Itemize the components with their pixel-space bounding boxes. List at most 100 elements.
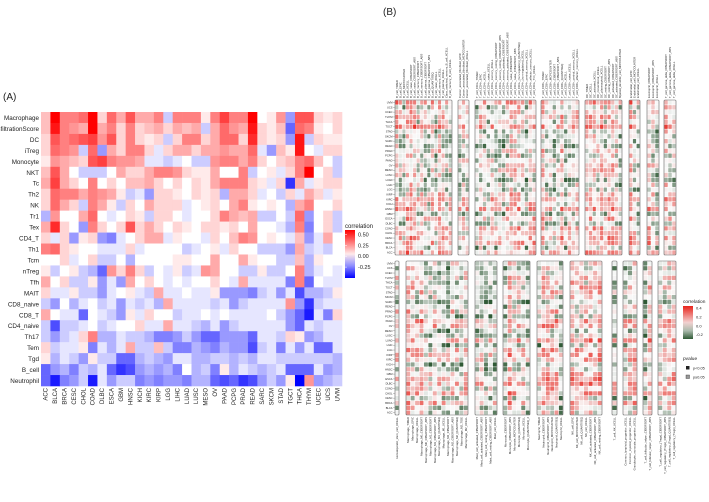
- heatmap-cell: [432, 371, 437, 377]
- heatmap-cell: [413, 245, 417, 250]
- heatmap-cell: [405, 134, 409, 139]
- heatmap-cell: [416, 109, 420, 115]
- heatmap-cell: [667, 285, 672, 290]
- heatmap-cell: [583, 266, 589, 271]
- heatmap-cell: [501, 240, 506, 246]
- heatmap-cell: [482, 245, 487, 250]
- heatmap-cell: [516, 333, 521, 338]
- heatmap-cell: [541, 270, 546, 276]
- heatmap-cell: [571, 124, 575, 129]
- heatmap-cell: [266, 342, 277, 354]
- heatmap-cell: [479, 216, 483, 221]
- heatmap-cell: [548, 201, 553, 207]
- heatmap-cell: [564, 163, 568, 168]
- heatmap-cell: [607, 182, 611, 187]
- heatmap-cell: [463, 261, 468, 266]
- heatmap-cell: [247, 287, 258, 299]
- heatmap-cell: [463, 280, 468, 285]
- heatmap-cell: [574, 347, 579, 353]
- heatmap-cell: [524, 235, 529, 241]
- heatmap-cell: [430, 250, 434, 255]
- heatmap-cell: [662, 309, 667, 314]
- heatmap-cell: [554, 405, 559, 410]
- heatmap-cell: [454, 328, 459, 333]
- heatmap-cell: [432, 314, 437, 319]
- heatmap-cell: [210, 298, 221, 310]
- heatmap-cell: [461, 235, 466, 241]
- heatmap-cell: [423, 192, 427, 197]
- heatmap-cell: [266, 265, 277, 277]
- heatmap-cell: [430, 187, 434, 192]
- heatmap-cell: [423, 168, 427, 173]
- heatmap-cell: [668, 250, 672, 255]
- heatmap-cell: [521, 226, 525, 231]
- heatmap-cell: [479, 328, 484, 333]
- heatmap-cell: [524, 197, 529, 202]
- heatmap-cell: [550, 343, 555, 348]
- heatmap-cell: [592, 143, 596, 149]
- heatmap-cell: [332, 188, 343, 200]
- heatmap-cell: [450, 381, 455, 386]
- heatmap-cell: [548, 158, 553, 163]
- heatmap-cell: [285, 375, 296, 387]
- heatmap-cell: [423, 280, 428, 285]
- heatmap-cell: [651, 168, 655, 173]
- heatmap-cell: [632, 371, 637, 377]
- heatmap-cell: [672, 153, 676, 158]
- heatmap-cell: [488, 333, 493, 338]
- heatmap-cell: [521, 163, 525, 168]
- heatmap-cell: [597, 290, 602, 295]
- heatmap-cell: [441, 304, 446, 309]
- heatmap-cell: [41, 254, 51, 266]
- heatmap-cell: [484, 280, 488, 285]
- heatmap-cell: [636, 105, 640, 110]
- heatmap-cell: [406, 280, 411, 285]
- heatmap-cell: [571, 182, 575, 187]
- heatmap-cell: [465, 192, 469, 197]
- heatmap-cell: [509, 139, 513, 144]
- heatmap-cell: [445, 250, 449, 255]
- heatmap-cell: [588, 367, 593, 372]
- heatmap-cell: [406, 343, 411, 348]
- heatmap-cell: [541, 285, 546, 290]
- heatmap-cell: [465, 148, 469, 154]
- heatmap-cell: [558, 299, 563, 305]
- heatmap-cell: [607, 158, 611, 163]
- heatmap-cell: [488, 304, 493, 309]
- heatmap-cell: [492, 304, 497, 309]
- heatmap-cell: [550, 405, 555, 410]
- heatmap-cell: [550, 352, 555, 357]
- heatmap-cell: [632, 400, 637, 406]
- heatmap-cell: [541, 261, 546, 266]
- heatmap-cell: [623, 333, 628, 338]
- heatmap-cell: [406, 333, 411, 338]
- heatmap-cell: [69, 353, 79, 365]
- heatmap-cell: [505, 192, 510, 197]
- heatmap-cell: [564, 235, 568, 241]
- row-label: THCA: [385, 120, 392, 124]
- heatmap-cell: [409, 172, 413, 178]
- heatmap-cell: [494, 235, 498, 241]
- heatmap-cell: [434, 231, 438, 236]
- heatmap-cell: [488, 261, 493, 266]
- heatmap-cell: [423, 105, 427, 110]
- heatmap-cell: [507, 410, 512, 415]
- heatmap-cell: [413, 119, 417, 124]
- heatmap-cell: [636, 119, 640, 124]
- heatmap-cell: [445, 158, 449, 163]
- heatmap-cell: [432, 357, 437, 362]
- heatmap-cell: [585, 187, 589, 192]
- heatmap-cell: [498, 240, 502, 246]
- row-label: DC: [30, 137, 40, 144]
- heatmap-cell: [450, 266, 455, 271]
- heatmap-cell: [486, 153, 490, 158]
- heatmap-cell: [413, 124, 417, 129]
- heatmap-cell: [416, 168, 420, 173]
- heatmap-cell: [550, 338, 555, 343]
- heatmap-cell: [558, 381, 563, 386]
- heatmap-cell: [200, 122, 211, 135]
- heatmap-cell: [116, 112, 126, 124]
- heatmap-cell: [419, 405, 424, 410]
- heatmap-cell: [545, 231, 549, 236]
- heatmap-cell: [541, 177, 545, 183]
